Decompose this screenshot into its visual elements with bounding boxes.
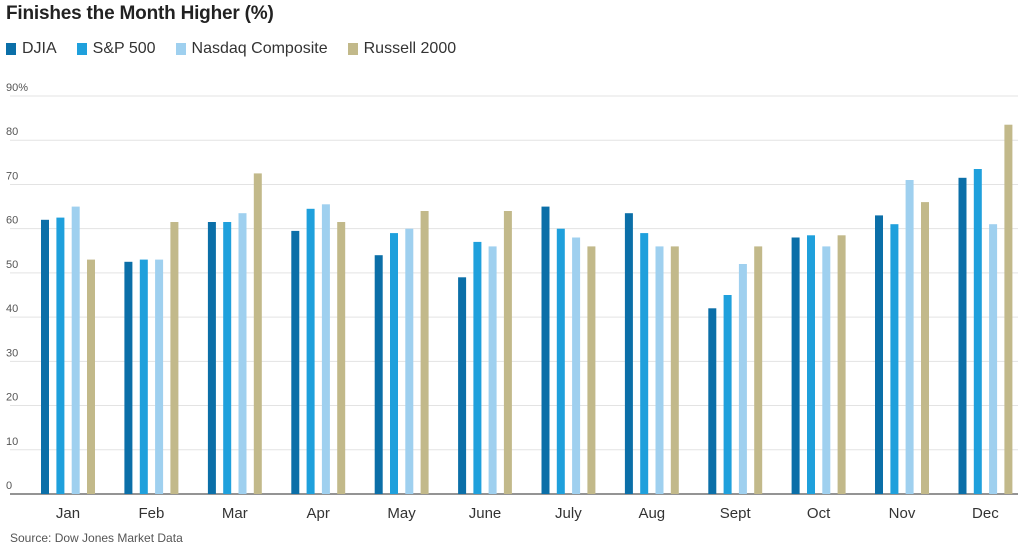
source-note: Source: Dow Jones Market Data: [10, 531, 183, 545]
bar-djia-july: [541, 206, 550, 494]
y-tick-label: 20: [6, 392, 18, 404]
bar-russell-2000-dec: [1004, 124, 1013, 494]
bar-russell-2000-may: [420, 211, 429, 494]
bar-nasdaq-composite-nov: [905, 180, 914, 494]
x-tick-label: June: [469, 505, 502, 522]
bar-s-p-500-july: [556, 228, 565, 494]
bar-djia-sept: [708, 308, 717, 494]
x-tick-label: Nov: [889, 505, 916, 522]
legend-swatch-djia: [6, 43, 16, 55]
bar-russell-2000-nov: [921, 202, 929, 494]
y-tick-label: 10: [6, 436, 18, 448]
bar-russell-2000-june: [503, 211, 512, 494]
legend: DJIA S&P 500 Nasdaq Composite Russell 20…: [6, 40, 476, 58]
legend-item-djia: DJIA: [6, 40, 57, 58]
legend-item-russell: Russell 2000: [347, 40, 457, 58]
x-tick-label: Dec: [972, 505, 999, 522]
y-tick-label: 80: [6, 126, 18, 138]
y-tick-label: 50: [6, 259, 18, 271]
bar-nasdaq-composite-mar: [238, 213, 247, 494]
bar-russell-2000-jan: [87, 259, 95, 494]
x-tick-label: Feb: [138, 505, 164, 522]
legend-label-russell: Russell 2000: [363, 40, 457, 57]
bar-djia-dec: [958, 177, 967, 495]
x-tick-label: July: [555, 505, 582, 522]
bar-nasdaq-composite-july: [572, 237, 581, 494]
x-tick-label: Aug: [638, 505, 665, 522]
bar-djia-may: [374, 255, 383, 494]
legend-swatch-russell: [347, 43, 358, 55]
legend-swatch-nasdaq: [175, 43, 186, 55]
bar-nasdaq-composite-apr: [321, 204, 330, 495]
x-tick-label: May: [387, 505, 416, 522]
bar-djia-june: [458, 277, 467, 494]
bar-russell-2000-july: [587, 246, 596, 494]
bar-djia-apr: [291, 230, 300, 494]
legend-label-nasdaq: Nasdaq Composite: [191, 40, 328, 57]
bar-s-p-500-nov: [890, 224, 899, 494]
bar-s-p-500-mar: [223, 222, 232, 494]
legend-swatch-sp500: [76, 43, 87, 55]
y-tick-label: 30: [6, 347, 18, 359]
bar-s-p-500-apr: [306, 208, 315, 495]
bar-nasdaq-composite-may: [405, 228, 414, 494]
bar-nasdaq-composite-jan: [71, 206, 80, 494]
bar-s-p-500-feb: [139, 259, 148, 494]
legend-item-nasdaq: Nasdaq Composite: [175, 40, 328, 58]
legend-item-sp500: S&P 500: [76, 40, 156, 58]
y-tick-label: 0: [6, 480, 12, 492]
bar-russell-2000-sept: [754, 246, 763, 494]
y-tick-label: 40: [6, 303, 18, 315]
bar-nasdaq-composite-aug: [655, 246, 664, 494]
bar-s-p-500-june: [473, 241, 482, 494]
x-tick-label: Sept: [720, 505, 752, 522]
bar-s-p-500-aug: [640, 233, 649, 494]
bar-s-p-500-sept: [723, 295, 732, 494]
bar-djia-feb: [124, 261, 133, 494]
bar-russell-2000-mar: [253, 173, 262, 494]
y-tick-label: 60: [6, 215, 18, 227]
y-tick-label: 70: [6, 170, 18, 182]
bar-djia-mar: [207, 222, 216, 494]
bar-djia-jan: [41, 219, 49, 495]
bar-nasdaq-composite-feb: [155, 259, 164, 494]
chart-title: Finishes the Month Higher (%): [6, 3, 274, 24]
x-tick-label: Oct: [807, 505, 831, 522]
bar-djia-oct: [791, 237, 800, 494]
bar-nasdaq-composite-oct: [822, 246, 831, 494]
bar-djia-nov: [875, 215, 883, 494]
bar-russell-2000-oct: [837, 235, 846, 495]
bar-s-p-500-dec: [973, 169, 982, 494]
legend-label-sp500: S&P 500: [92, 40, 156, 57]
x-tick-label: Apr: [307, 505, 330, 522]
bar-s-p-500-oct: [807, 235, 815, 495]
bar-s-p-500-jan: [56, 217, 65, 494]
bar-nasdaq-composite-sept: [738, 264, 747, 494]
bar-djia-aug: [624, 213, 633, 494]
bar-russell-2000-feb: [170, 222, 179, 494]
bar-nasdaq-composite-june: [488, 246, 497, 494]
x-tick-label: Jan: [56, 505, 80, 522]
bar-s-p-500-may: [390, 233, 398, 494]
legend-label-djia: DJIA: [22, 40, 57, 57]
bar-nasdaq-composite-dec: [989, 224, 998, 494]
bar-russell-2000-aug: [670, 246, 679, 494]
x-tick-label: Mar: [222, 505, 248, 522]
y-tick-label: 90%: [6, 82, 28, 94]
bar-russell-2000-apr: [337, 222, 346, 494]
